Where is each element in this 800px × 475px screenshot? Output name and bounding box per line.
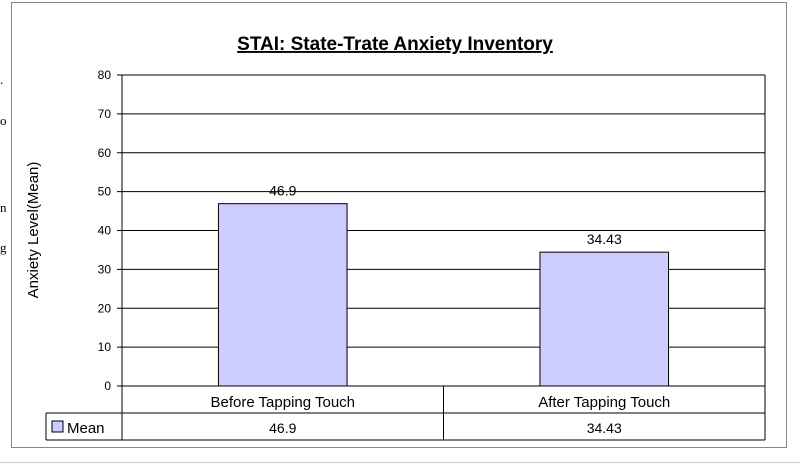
x-tick-label: Before Tapping Touch bbox=[210, 394, 355, 411]
margin-fragment: n bbox=[0, 200, 7, 215]
y-tick-label: 80 bbox=[98, 68, 112, 82]
margin-fragment: . bbox=[0, 72, 4, 87]
data-label: 34.43 bbox=[587, 231, 622, 247]
chart-title: STAI: State-Trate Anxiety Inventory bbox=[237, 34, 553, 55]
legend-swatch bbox=[51, 420, 64, 433]
table-value: 34.43 bbox=[587, 420, 622, 436]
y-axis-label: Anxiety Level(Mean) bbox=[25, 162, 42, 299]
margin-fragment: o bbox=[0, 113, 7, 128]
y-tick-label: 50 bbox=[98, 185, 112, 199]
x-tick-label: After Tapping Touch bbox=[538, 394, 670, 411]
y-tick-label: 30 bbox=[98, 262, 112, 276]
y-tick-label: 60 bbox=[98, 146, 112, 160]
y-tick-label: 40 bbox=[98, 224, 112, 238]
margin-fragment: g bbox=[0, 240, 7, 255]
data-table: Before Tapping Touch 46.9 After Tapping To… bbox=[45, 385, 766, 441]
y-tick-label: 70 bbox=[98, 107, 112, 121]
y-tick-label: 10 bbox=[98, 340, 112, 354]
data-label: 46.9 bbox=[269, 183, 296, 199]
bars: 46.9 34.43 bbox=[217, 183, 670, 387]
legend-label: Mean bbox=[67, 420, 105, 437]
y-tick-label: 0 bbox=[104, 379, 111, 393]
y-tick-label: 20 bbox=[98, 301, 112, 315]
table-value: 46.9 bbox=[269, 420, 296, 436]
bar bbox=[539, 251, 670, 387]
bar bbox=[217, 203, 348, 387]
axes: 0 10 20 30 40 50 60 70 80 bbox=[98, 68, 766, 393]
divider bbox=[0, 462, 800, 463]
gridlines bbox=[122, 74, 765, 348]
